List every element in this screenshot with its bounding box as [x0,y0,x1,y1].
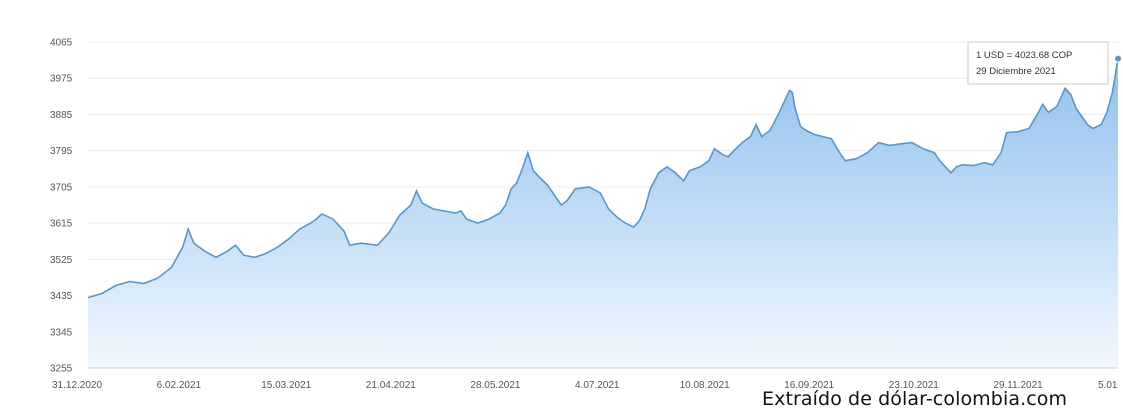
x-tick-label: 6.02.2021 [157,380,202,391]
y-tick-label: 4065 [50,38,73,49]
last-point-marker[interactable] [1114,54,1122,63]
x-tick-label: 28.05.2021 [470,380,520,391]
tooltip: 1 USD = 4023.68 COP 29 Diciembre 2021 [967,41,1109,85]
tooltip-date-text: 29 Diciembre 2021 [976,66,1056,77]
y-tick-label: 3885 [50,110,73,121]
y-axis-ticks: 4065 3975 3885 3795 3705 3615 3525 3435 3345 3255 [50,38,73,375]
y-tick-label: 3345 [50,327,73,338]
y-tick-label: 3615 [50,219,73,230]
y-tick-label: 3525 [50,255,73,266]
x-tick-label: 4.07.2021 [575,380,620,391]
x-tick-label: 5.01 [1098,380,1118,391]
x-tick-label: 16.09.2021 [784,380,834,391]
y-tick-label: 3795 [50,146,73,157]
x-tick-label: 29.11.2021 [993,380,1043,391]
source-caption: Extraído de dólar-colombia.com [762,388,1068,410]
x-tick-label: 10.08.2021 [680,380,730,391]
rate-area-fill [88,58,1118,368]
y-tick-label: 3435 [50,291,73,302]
tooltip-box [967,41,1109,85]
x-tick-label: 15.03.2021 [261,380,311,391]
x-tick-label: 23.10.2021 [889,380,939,391]
y-tick-label: 3705 [50,182,73,193]
y-tick-label: 3975 [50,74,73,85]
y-tick-label: 3255 [50,364,73,375]
x-tick-label: 21.04.2021 [366,380,416,391]
x-axis-ticks: 31.12.2020 6.02.2021 15.03.2021 21.04.2021 2… [52,380,1118,391]
x-tick-label: 31.12.2020 [52,380,102,391]
tooltip-rate-text: 1 USD = 4023.68 COP [976,50,1072,61]
rate-series-line [87,58,1119,299]
